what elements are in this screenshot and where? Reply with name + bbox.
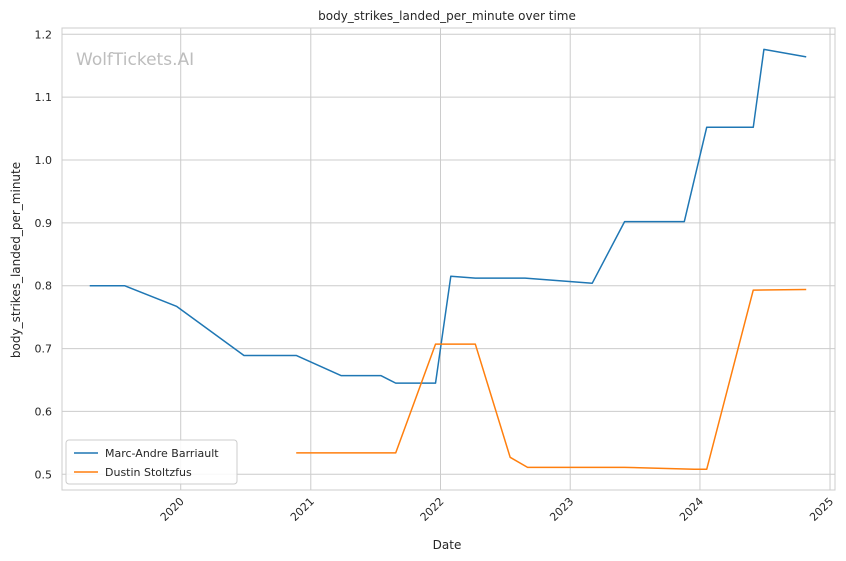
y-tick-label: 0.5 (35, 468, 53, 481)
grid-lines (62, 28, 835, 490)
x-tick-label: 2024 (677, 495, 706, 524)
x-tick-label: 2020 (158, 495, 187, 524)
legend-label-dustin-stoltzfus: Dustin Stoltzfus (105, 466, 192, 479)
watermark: WolfTickets.AI (76, 50, 194, 70)
y-tick-label: 1.1 (35, 91, 53, 104)
y-axis-ticks: 0.5 0.6 0.7 0.8 0.9 1.0 1.1 1.2 (35, 28, 53, 481)
x-tick-label: 2021 (288, 495, 317, 524)
y-axis-title: body_strikes_landed_per_minute (9, 162, 23, 358)
chart-title: body_strikes_landed_per_minute over time (318, 9, 576, 23)
plot-area (61, 27, 836, 491)
series-line-dustin-stoltzfus (296, 288, 807, 471)
y-tick-label: 0.8 (35, 280, 53, 293)
y-tick-label: 1.2 (35, 28, 53, 41)
y-tick-label: 0.6 (35, 405, 53, 418)
legend-label-marc-andre-barriault: Marc-Andre Barriault (105, 447, 219, 460)
x-axis-ticks: 2020 2021 2022 2023 2024 2025 (158, 495, 836, 524)
x-tick-label: 2023 (547, 495, 576, 524)
y-tick-label: 1.0 (35, 154, 53, 167)
legend-box (65, 439, 238, 485)
x-tick-label: 2022 (418, 495, 447, 524)
legend: Marc-Andre Barriault Dustin Stoltzfus (65, 439, 238, 485)
series-layer (89, 48, 807, 471)
x-tick-label: 2025 (807, 495, 836, 524)
y-tick-label: 0.9 (35, 217, 53, 230)
series-line-marc-andre-barriault (89, 48, 807, 384)
x-axis-title: Date (433, 538, 462, 552)
y-tick-label: 0.7 (35, 343, 53, 356)
